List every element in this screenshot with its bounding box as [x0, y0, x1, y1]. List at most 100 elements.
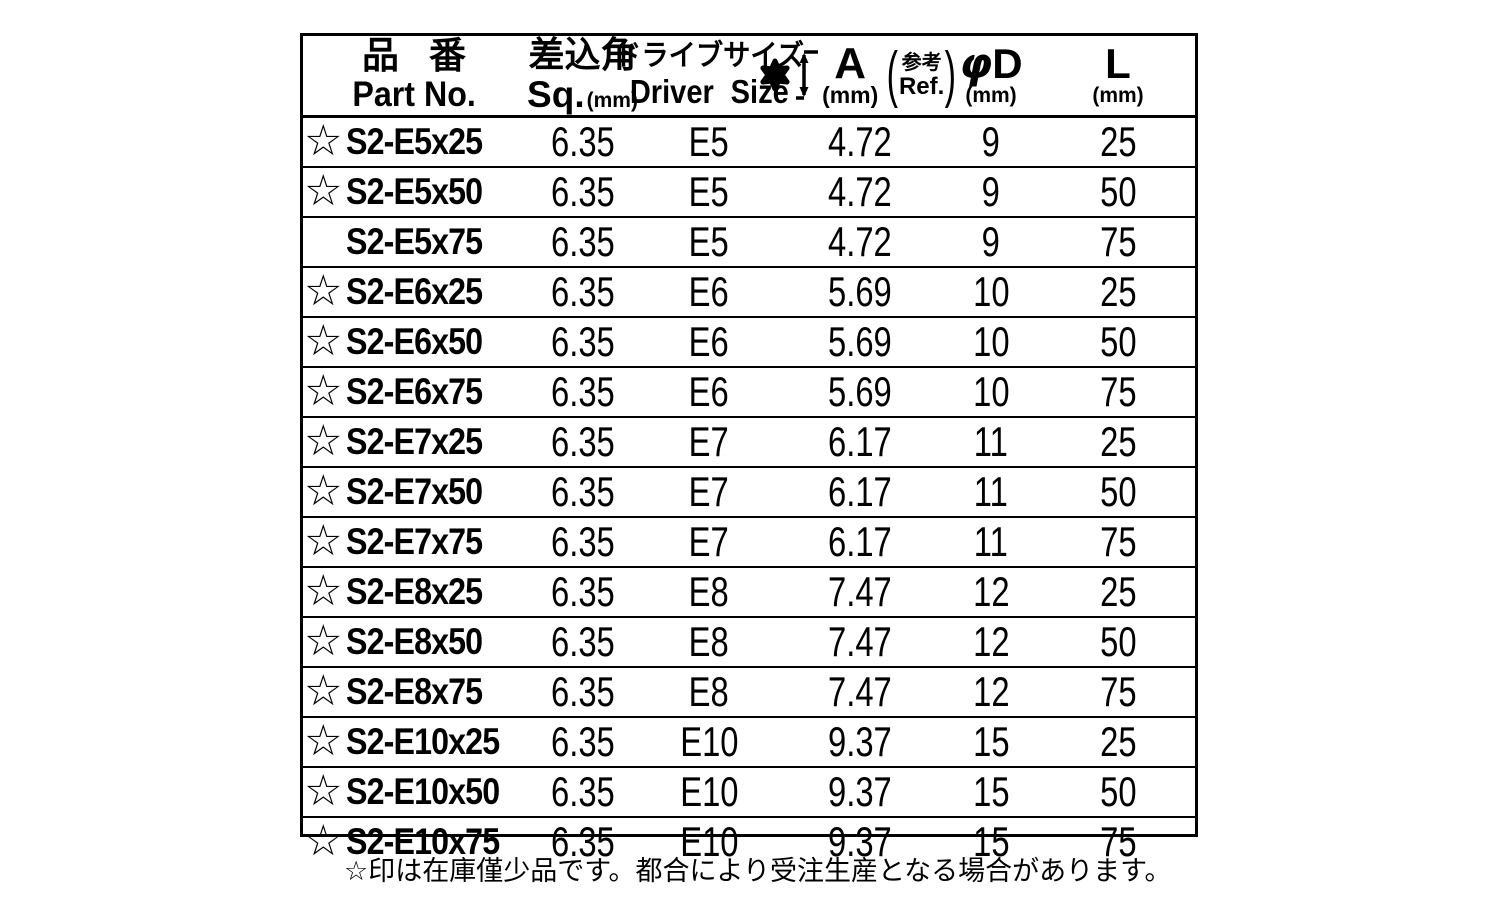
sq-cell: 6.35	[525, 368, 640, 416]
part-cell: ☆ S2-E6x75	[303, 370, 525, 413]
a-cell: 7.47	[778, 618, 941, 666]
header-col-part: 品 番 Part No.	[303, 36, 525, 115]
driver-cell: E6	[640, 368, 778, 416]
part-number: S2-E6x75	[346, 370, 483, 412]
driver-size-value: E7	[688, 517, 730, 565]
part-number: S2-E5x75	[346, 220, 483, 262]
d-value: 12	[972, 567, 1010, 615]
table-row: ☆ S2-E10x50 6.35 E10 9.37 15 50	[303, 765, 1195, 816]
table-row: ☆ S2-E10x25 6.35 E10 9.37 15 25	[303, 715, 1195, 766]
driver-size-value: E10	[679, 817, 739, 865]
part-cell: ☆ S2-E8x50	[303, 620, 525, 663]
a-value: 7.47	[827, 667, 892, 715]
header-d-label: φD	[959, 42, 1022, 84]
l-cell: 25	[1041, 118, 1195, 166]
d-value: 15	[972, 817, 1010, 865]
driver-size-value: E7	[688, 467, 730, 515]
table-row: ☆ S2-E5x25 6.35 E5 4.72 9 25	[303, 118, 1195, 166]
limited-stock-star-icon: ☆	[304, 167, 343, 216]
a-value: 7.47	[827, 617, 892, 665]
a-cell: 4.72	[778, 218, 941, 266]
limited-stock-star-icon: ☆	[304, 417, 343, 466]
a-cell: 9.37	[778, 718, 941, 766]
header-sq-en-label: Sq.	[527, 73, 585, 115]
driver-size-value: E8	[688, 567, 730, 615]
part-number: S2-E7x75	[346, 520, 483, 562]
limited-stock-star-icon: ☆	[304, 667, 343, 716]
l-value: 50	[1099, 767, 1137, 815]
sq-value: 6.35	[550, 767, 615, 815]
d-cell: 9	[941, 218, 1041, 266]
limited-stock-star-icon: ☆	[304, 617, 343, 666]
d-value: 10	[972, 267, 1010, 315]
a-cell: 5.69	[778, 368, 941, 416]
a-value: 5.69	[827, 317, 892, 365]
footnote: ☆印は在庫僅少品です。都合により受注生産となる場合があります。	[344, 856, 1172, 886]
driver-cell: E7	[640, 418, 778, 466]
sq-cell: 6.35	[525, 168, 640, 216]
a-cell: 7.47	[778, 568, 941, 616]
driver-cell: E6	[640, 268, 778, 316]
ref-paren-close: )	[944, 40, 957, 110]
a-value: 6.17	[827, 417, 892, 465]
part-number: S2-E5x25	[346, 120, 483, 162]
header-ref-ja: 参考	[901, 51, 942, 74]
part-number: S2-E10x50	[346, 770, 500, 812]
l-cell: 75	[1041, 218, 1195, 266]
sq-cell: 6.35	[525, 668, 640, 716]
d-cell: 15	[941, 818, 1041, 866]
l-value: 50	[1099, 317, 1137, 365]
l-cell: 75	[1041, 818, 1195, 866]
header-d-letter: D	[992, 39, 1023, 87]
header-sq-en: Sq. (mm)	[527, 73, 638, 115]
torx-star-icon	[758, 58, 792, 92]
driver-size-value: E10	[679, 767, 739, 815]
l-cell: 50	[1041, 468, 1195, 516]
sq-value: 6.35	[550, 467, 615, 515]
sq-cell: 6.35	[525, 768, 640, 816]
sq-cell: 6.35	[525, 318, 640, 366]
table-body: ☆ S2-E5x25 6.35 E5 4.72 9 25 ☆ S2-E5x50 …	[303, 118, 1195, 866]
part-number: S2-E6x50	[346, 320, 483, 362]
a-value: 9.37	[827, 817, 892, 865]
header-l-unit: (mm)	[1092, 83, 1144, 107]
d-value: 9	[981, 217, 1001, 265]
part-cell: ☆ S2-E5x50	[303, 170, 525, 213]
l-cell: 25	[1041, 418, 1195, 466]
d-cell: 11	[941, 468, 1041, 516]
sq-value: 6.35	[550, 217, 615, 265]
part-number: S2-E8x25	[346, 570, 483, 612]
a-value: 4.72	[827, 217, 892, 265]
header-a-ref: ( 参考 Ref. )	[882, 40, 961, 110]
part-number: S2-E6x25	[346, 270, 483, 312]
a-cell: 6.17	[778, 468, 941, 516]
part-cell: ☆ S2-E8x25	[303, 570, 525, 613]
a-cell: 5.69	[778, 318, 941, 366]
l-value: 50	[1099, 617, 1137, 665]
l-cell: 50	[1041, 318, 1195, 366]
d-value: 15	[972, 767, 1010, 815]
l-value: 25	[1099, 417, 1137, 465]
spec-table: 品 番 Part No. 差込角 Sq. (mm) ドライブサイズ Driver…	[300, 33, 1198, 865]
part-cell: ☆ S2-E10x25	[303, 720, 525, 763]
l-value: 25	[1099, 117, 1137, 165]
ref-paren-open: (	[886, 40, 899, 110]
part-cell: ☆ S2-E7x75	[303, 520, 525, 563]
header-ref-en: Ref.	[898, 72, 945, 100]
driver-cell: E8	[640, 568, 778, 616]
driver-cell: E5	[640, 218, 778, 266]
d-value: 9	[981, 167, 1001, 215]
header-sq-unit: (mm)	[586, 88, 638, 112]
header-col-driver: ドライブサイズ Driver Size	[614, 41, 804, 109]
d-cell: 10	[941, 268, 1041, 316]
l-value: 25	[1099, 717, 1137, 765]
limited-stock-star-icon: ☆	[304, 367, 343, 416]
driver-size-value: E5	[688, 217, 730, 265]
l-value: 75	[1099, 817, 1137, 865]
part-cell: S2-E5x75	[303, 221, 525, 263]
table-row: S2-E5x75 6.35 E5 4.72 9 75	[303, 215, 1195, 266]
sq-value: 6.35	[550, 817, 615, 865]
header-col-a: A (mm) ( 参考 Ref. )	[760, 42, 956, 107]
d-value: 9	[981, 117, 1001, 165]
driver-cell: E10	[640, 818, 778, 866]
